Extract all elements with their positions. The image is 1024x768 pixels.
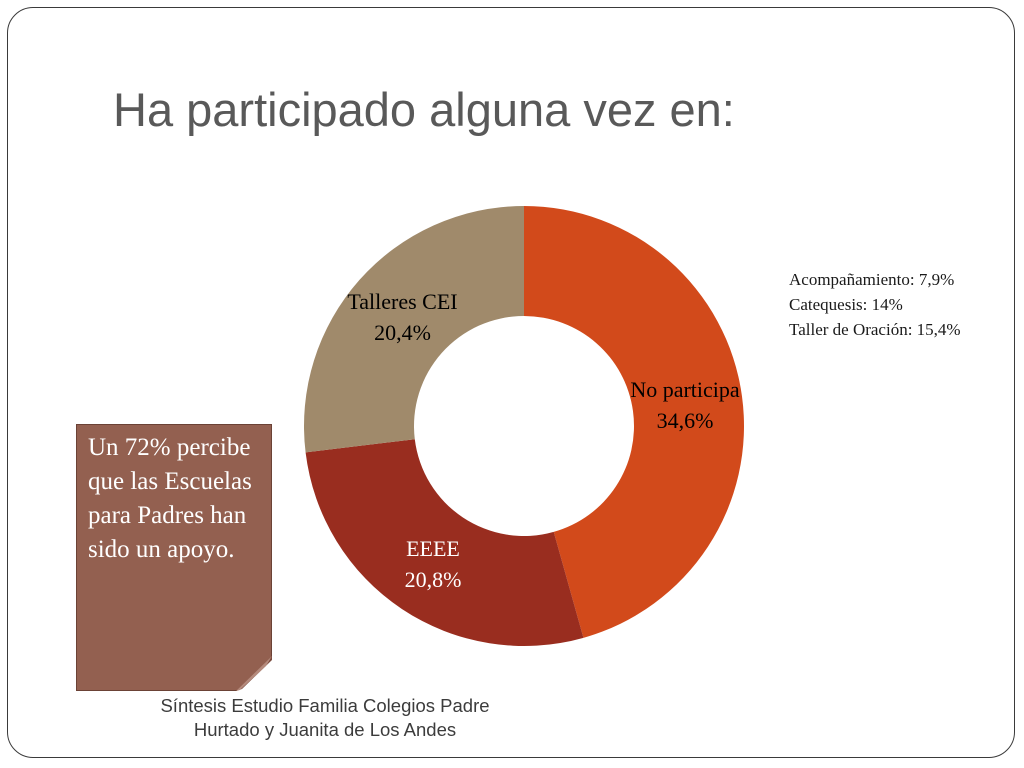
note-card bbox=[76, 424, 272, 691]
slice-name: Talleres CEI bbox=[347, 289, 458, 314]
slice-label-talleres-cei: Talleres CEI 20,4% bbox=[320, 286, 485, 348]
slice-label-no-participa: No participa 34,6% bbox=[600, 374, 770, 436]
page-title: Ha participado alguna vez en: bbox=[113, 83, 735, 136]
source-line: Síntesis Estudio Familia Colegios Padre bbox=[160, 695, 490, 716]
breakdown-item: Acompañamiento: 7,9% bbox=[789, 270, 955, 289]
note-text: Un 72% percibe que las Escuelas para Pad… bbox=[88, 434, 252, 563]
donut-slice-eeee bbox=[305, 439, 584, 646]
breakdown-item: Catequesis: 14% bbox=[789, 295, 903, 314]
slice-value: 20,4% bbox=[374, 320, 431, 345]
donut-slice-talleres-cei bbox=[304, 206, 524, 453]
breakdown-item: Taller de Oración: 15,4% bbox=[789, 320, 961, 339]
breakdown-list: Acompañamiento: 7,9% Catequesis: 14% Tal… bbox=[789, 267, 961, 342]
slice-name: No participa bbox=[630, 377, 740, 402]
slice-value: 34,6% bbox=[656, 408, 714, 433]
source-caption: Síntesis Estudio Familia Colegios Padre … bbox=[135, 694, 515, 742]
donut-slice-no-participa bbox=[524, 206, 744, 638]
slice-value: 20,8% bbox=[404, 567, 462, 592]
source-line: Hurtado y Juanita de Los Andes bbox=[193, 719, 457, 740]
slice-label-eeee: EEEE 20,8% bbox=[368, 533, 498, 595]
note-fold-corner bbox=[236, 656, 272, 691]
slice-name: EEEE bbox=[406, 536, 460, 561]
